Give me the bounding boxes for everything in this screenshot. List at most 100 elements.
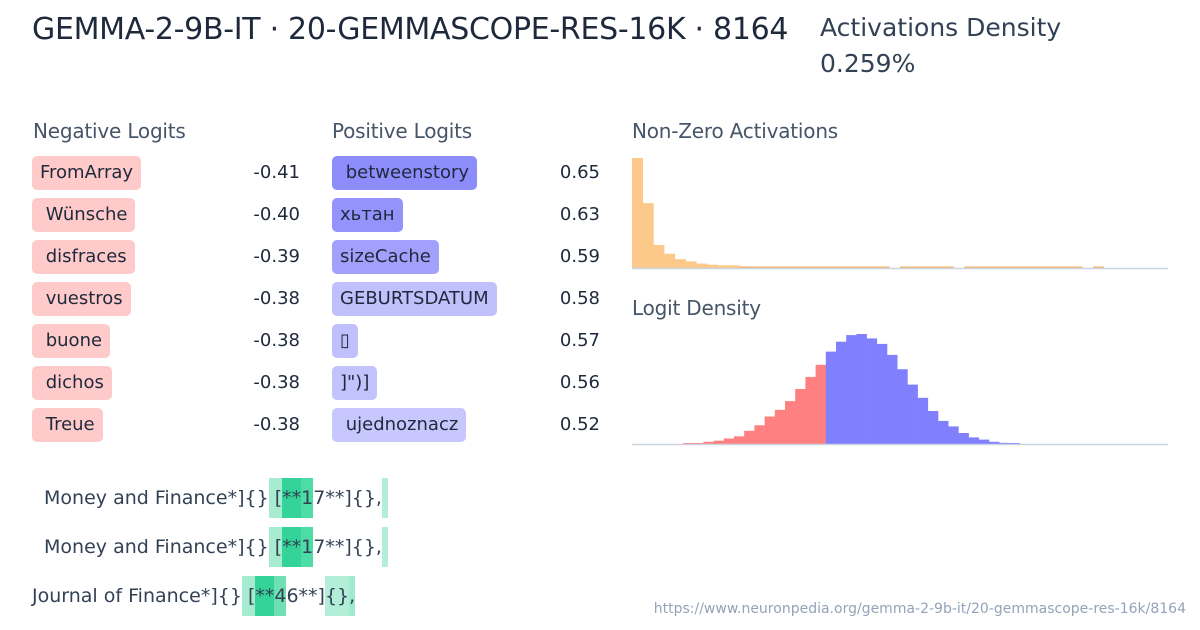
- logit-bar-positive: [846, 335, 857, 444]
- activation-bar: [932, 266, 944, 268]
- logit-bar-negative: [754, 425, 765, 444]
- logit-bar-positive: [917, 397, 929, 444]
- feature-title: GEMMA-2-9B-IT · 20-GEMMASCOPE-RES-16K · …: [32, 12, 789, 47]
- example-token: [381, 527, 388, 567]
- negative-logit-value: -0.41: [253, 162, 300, 183]
- example-token: and: [107, 487, 149, 509]
- activation-bar: [867, 266, 879, 268]
- logit-density-chart: [632, 326, 1168, 448]
- logit-bar-negative: [774, 409, 786, 444]
- activation-bar: [975, 266, 987, 268]
- activation-bar: [717, 265, 729, 268]
- negative-logit-token[interactable]: Wünsche: [32, 198, 136, 232]
- logit-bar-positive: [907, 384, 918, 444]
- activation-bar: [632, 158, 644, 268]
- nonzero-activations-chart: [632, 150, 1168, 272]
- activation-bar: [707, 264, 719, 268]
- activation-bar: [1039, 266, 1051, 268]
- nonzero-activations-label: Non-Zero Activations: [632, 119, 839, 143]
- example-token: Finance: [148, 536, 228, 558]
- density-value: 0.259%: [820, 49, 916, 78]
- negative-logit-value: -0.40: [253, 204, 300, 225]
- logit-bar-negative: [764, 416, 776, 444]
- example-token: 1: [301, 527, 314, 567]
- logit-bar-positive: [989, 441, 1000, 444]
- activation-bar: [739, 266, 751, 268]
- activation-bar: [1060, 266, 1072, 268]
- positive-logit-token[interactable]: GEBURTSDATUM: [332, 282, 497, 316]
- example-token: **]{},: [325, 536, 382, 558]
- logit-bar-positive: [968, 437, 980, 444]
- activation-density: Activations Density 0.259%: [820, 10, 1190, 82]
- positive-logit-row: sizeCache 0.59: [332, 240, 602, 282]
- example-token: **: [282, 478, 302, 518]
- negative-logit-value: -0.38: [253, 330, 300, 351]
- positive-logit-token[interactable]: sizeCache: [332, 240, 439, 274]
- activation-bar: [1007, 266, 1019, 268]
- activation-bar: [814, 266, 826, 268]
- activation-bar: [728, 265, 740, 268]
- example-token: *]{}: [227, 487, 269, 509]
- activation-bar: [1092, 266, 1104, 268]
- activation-bar: [835, 266, 847, 268]
- positive-logits-label: Positive Logits: [332, 119, 472, 143]
- activation-example[interactable]: Money and Finance*]{} [**17**]{},: [38, 527, 388, 567]
- negative-logit-token[interactable]: FromArray: [32, 156, 142, 190]
- positive-logit-token[interactable]: ujednoznacz: [332, 408, 467, 442]
- activation-bar: [921, 266, 933, 268]
- activation-bar: [1050, 266, 1062, 268]
- activation-bar: [749, 266, 761, 268]
- negative-logit-row: FromArray -0.41: [32, 156, 302, 198]
- logit-bar-negative: [723, 438, 735, 444]
- activation-bar: [910, 266, 922, 268]
- example-token: *]{}: [200, 585, 242, 607]
- positive-logit-value: 0.56: [559, 372, 600, 393]
- negative-logit-token[interactable]: Treue: [32, 408, 103, 442]
- positive-logit-token[interactable]: betweenstory: [332, 156, 478, 190]
- logit-bar-positive: [825, 351, 837, 444]
- example-token: [: [268, 478, 283, 518]
- logit-bar-positive: [938, 420, 949, 444]
- negative-logit-token[interactable]: vuestros: [32, 282, 131, 316]
- example-token: [381, 478, 388, 518]
- negative-logit-row: dichos -0.38: [32, 366, 302, 408]
- activation-bar: [782, 266, 794, 268]
- negative-logit-row: Treue -0.38: [32, 408, 302, 450]
- example-token: 4: [274, 576, 287, 616]
- negative-logit-token[interactable]: dichos: [32, 366, 112, 400]
- activation-bar: [878, 266, 890, 268]
- positive-logit-value: 0.58: [559, 288, 600, 309]
- example-token: **]{},: [325, 487, 382, 509]
- logit-bar-positive: [1009, 443, 1020, 444]
- logit-density-label: Logit Density: [632, 296, 761, 320]
- activation-example[interactable]: Money and Finance*]{} [**17**]{},: [38, 478, 388, 518]
- positive-logit-row: ]")] 0.56: [332, 366, 602, 408]
- logit-bar-positive: [897, 369, 908, 444]
- positive-logit-token[interactable]: хьтан: [332, 198, 403, 232]
- example-token: **: [282, 527, 302, 567]
- activation-bar: [996, 266, 1008, 268]
- activation-bar: [1071, 266, 1083, 268]
- positive-logit-token[interactable]: ]")]: [332, 366, 378, 400]
- activation-bar: [824, 266, 836, 268]
- activation-bar: [685, 261, 697, 268]
- positive-logit-token[interactable]: ▯: [332, 324, 358, 358]
- example-token: Money: [38, 487, 108, 509]
- activation-bar: [696, 263, 708, 268]
- negative-logit-token[interactable]: disfraces: [32, 240, 135, 274]
- logit-bar-negative: [713, 440, 725, 444]
- example-token: [: [268, 527, 283, 567]
- logit-bar-negative: [703, 441, 714, 444]
- example-token: 1: [301, 478, 314, 518]
- activation-bar: [985, 266, 997, 268]
- example-token: of: [97, 585, 123, 607]
- example-token: and: [107, 536, 149, 558]
- feature-url[interactable]: https://www.neuronpedia.org/gemma-2-9b-i…: [653, 601, 1186, 617]
- activation-example[interactable]: Journal of Finance*]{} [**46**]{},: [32, 576, 356, 616]
- negative-logit-token[interactable]: buone: [32, 324, 111, 358]
- negative-logit-row: disfraces -0.39: [32, 240, 302, 282]
- logit-bar-positive: [948, 426, 959, 444]
- example-token: 7: [313, 487, 326, 509]
- positive-logit-value: 0.52: [559, 414, 600, 435]
- logit-bar-negative: [795, 389, 806, 444]
